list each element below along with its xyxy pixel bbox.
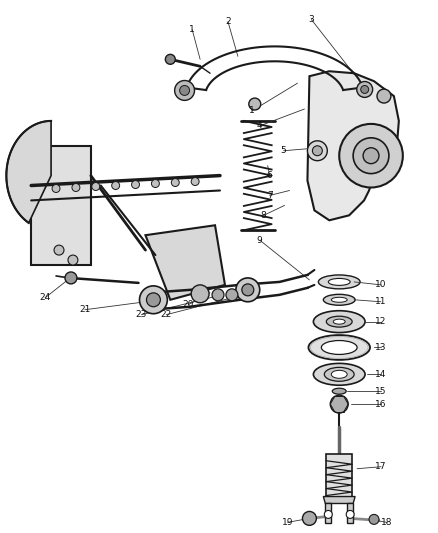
Circle shape [54,245,64,255]
Ellipse shape [314,311,365,333]
Ellipse shape [318,275,360,289]
Polygon shape [31,146,91,265]
Circle shape [303,512,316,526]
Text: 11: 11 [375,297,387,306]
Circle shape [226,289,238,301]
Circle shape [175,80,194,100]
Circle shape [146,293,160,307]
Circle shape [180,85,190,95]
Polygon shape [145,225,225,300]
Polygon shape [326,454,352,498]
Circle shape [236,278,260,302]
Text: 6: 6 [267,171,272,180]
Text: 19: 19 [282,518,293,527]
Circle shape [131,181,140,189]
Circle shape [72,183,80,191]
Text: 22: 22 [161,310,172,319]
Circle shape [369,514,379,524]
Circle shape [361,85,369,93]
Text: 1: 1 [249,107,254,116]
Circle shape [363,148,379,164]
Ellipse shape [314,364,365,385]
Text: 3: 3 [308,15,314,24]
Circle shape [165,54,175,64]
Circle shape [191,177,199,185]
Text: 8: 8 [261,211,267,220]
Polygon shape [325,504,331,523]
Text: 4: 4 [257,122,262,131]
Text: 21: 21 [79,305,91,314]
Text: 13: 13 [375,343,387,352]
Ellipse shape [328,278,350,285]
Circle shape [353,138,389,174]
Circle shape [171,179,179,187]
Text: 17: 17 [375,462,387,471]
Polygon shape [347,504,353,523]
Circle shape [377,89,391,103]
Text: 12: 12 [375,317,387,326]
Text: 7: 7 [267,191,272,200]
Text: 14: 14 [375,370,387,379]
Circle shape [339,124,403,188]
Ellipse shape [323,294,355,305]
Circle shape [152,180,159,188]
Circle shape [112,182,120,190]
Text: 15: 15 [375,387,387,395]
Text: 24: 24 [39,293,51,302]
Ellipse shape [332,388,346,394]
Ellipse shape [331,370,347,378]
Circle shape [249,98,261,110]
Circle shape [242,284,254,296]
Circle shape [92,182,100,190]
Circle shape [140,286,167,314]
Text: 18: 18 [381,518,393,527]
Text: 23: 23 [136,310,147,319]
Text: 5: 5 [281,146,286,155]
Circle shape [346,511,354,519]
Text: 9: 9 [257,236,263,245]
Ellipse shape [326,316,352,327]
Ellipse shape [331,297,347,302]
Ellipse shape [324,367,354,381]
Circle shape [65,272,77,284]
Text: 1: 1 [189,25,195,34]
Circle shape [357,82,373,98]
Polygon shape [7,121,51,223]
Circle shape [330,395,348,413]
Circle shape [212,289,224,301]
Ellipse shape [308,335,370,360]
Ellipse shape [333,319,345,324]
Circle shape [324,511,332,519]
Text: 20: 20 [183,300,194,309]
Polygon shape [307,71,399,220]
Circle shape [52,184,60,192]
Circle shape [191,285,209,303]
Text: 2: 2 [225,17,231,26]
Circle shape [68,255,78,265]
Circle shape [312,146,322,156]
Text: 16: 16 [375,400,387,409]
Text: 10: 10 [375,280,387,289]
Polygon shape [323,497,355,504]
Circle shape [307,141,327,160]
Ellipse shape [321,341,357,354]
